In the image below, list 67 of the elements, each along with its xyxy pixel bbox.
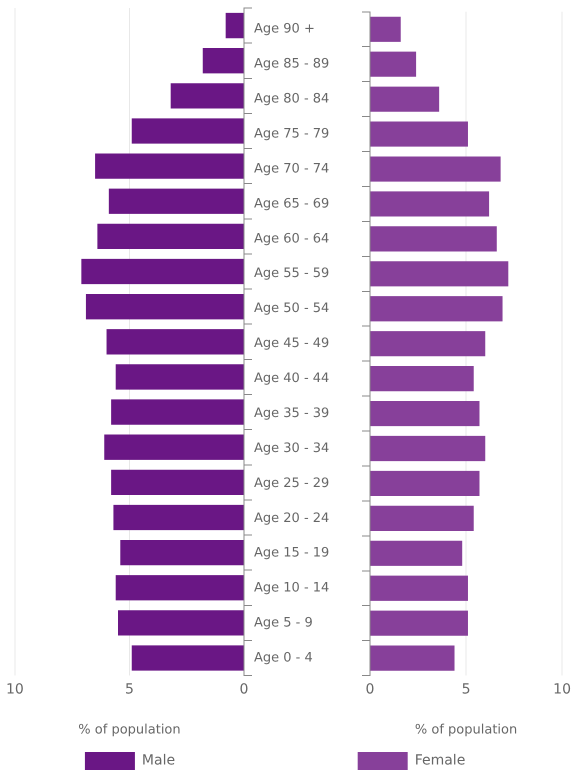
bar	[370, 226, 497, 252]
x-tick-label: 0	[240, 682, 248, 698]
x-axis-title: % of population	[78, 722, 181, 738]
bar	[111, 470, 244, 495]
bar	[118, 610, 244, 636]
bar	[116, 364, 244, 390]
y-tick-label: Age 15 - 19	[254, 546, 330, 561]
y-tick-label: Age 10 - 14	[254, 580, 330, 596]
x-tick-label: 10	[553, 682, 572, 698]
y-tick-label: Age 60 - 64	[254, 231, 330, 246]
x-axis-title: % of population	[414, 722, 518, 738]
x-tick-label: 0	[366, 682, 374, 698]
bar	[226, 12, 244, 38]
bar	[202, 48, 244, 74]
bar	[370, 366, 474, 392]
y-tick-label: Age 30 - 34	[254, 440, 330, 456]
y-tick-label: Age 25 - 29	[254, 476, 330, 491]
legend-label: Male	[142, 752, 176, 769]
y-tick-label: Age 0 - 4	[254, 650, 313, 666]
bar	[370, 16, 401, 42]
bar	[120, 540, 244, 566]
bar	[95, 153, 244, 179]
bar	[370, 646, 455, 671]
y-tick-label: Age 65 - 69	[254, 196, 330, 212]
y-tick-label: Age 75 - 79	[254, 126, 330, 142]
y-tick-label: Age 80 - 84	[254, 92, 330, 107]
bar	[113, 504, 244, 530]
bar	[108, 188, 244, 214]
bar	[132, 118, 244, 144]
y-tick-label: Age 70 - 74	[254, 161, 330, 176]
bar	[111, 399, 244, 425]
bar	[370, 331, 486, 356]
bar	[370, 156, 501, 182]
bar	[370, 576, 468, 601]
x-tick-label: 5	[462, 682, 471, 698]
y-tick-label: Age 55 - 59	[254, 266, 330, 282]
bar	[370, 610, 468, 636]
bar	[86, 294, 244, 320]
bar	[97, 224, 244, 250]
bar	[370, 86, 440, 112]
bar	[370, 296, 503, 322]
bar	[370, 540, 462, 566]
y-tick-label: Age 45 - 49	[254, 336, 330, 352]
bar	[370, 191, 490, 217]
y-tick-label: Age 90 +	[254, 22, 315, 37]
y-tick-label: Age 85 - 89	[254, 56, 330, 72]
legend-label: Female	[414, 752, 466, 769]
bar	[370, 506, 474, 531]
bar	[81, 258, 244, 284]
x-tick-label: 10	[6, 682, 24, 698]
bar	[370, 470, 480, 496]
bar	[132, 645, 244, 671]
bar	[106, 329, 244, 354]
y-tick-label: Age 5 - 9	[254, 616, 313, 631]
bar	[104, 434, 244, 460]
bar	[370, 52, 416, 77]
y-tick-label: Age 40 - 44	[254, 371, 330, 386]
x-tick-label: 5	[124, 682, 134, 698]
bar	[170, 83, 244, 108]
y-tick-label: Age 35 - 39	[254, 406, 330, 421]
bar	[116, 575, 244, 600]
bar	[370, 400, 480, 426]
bar	[370, 436, 486, 462]
y-tick-label: Age 50 - 54	[254, 301, 330, 316]
y-tick-label: Age 20 - 24	[254, 510, 330, 526]
bar	[370, 261, 508, 286]
bar	[370, 122, 468, 147]
